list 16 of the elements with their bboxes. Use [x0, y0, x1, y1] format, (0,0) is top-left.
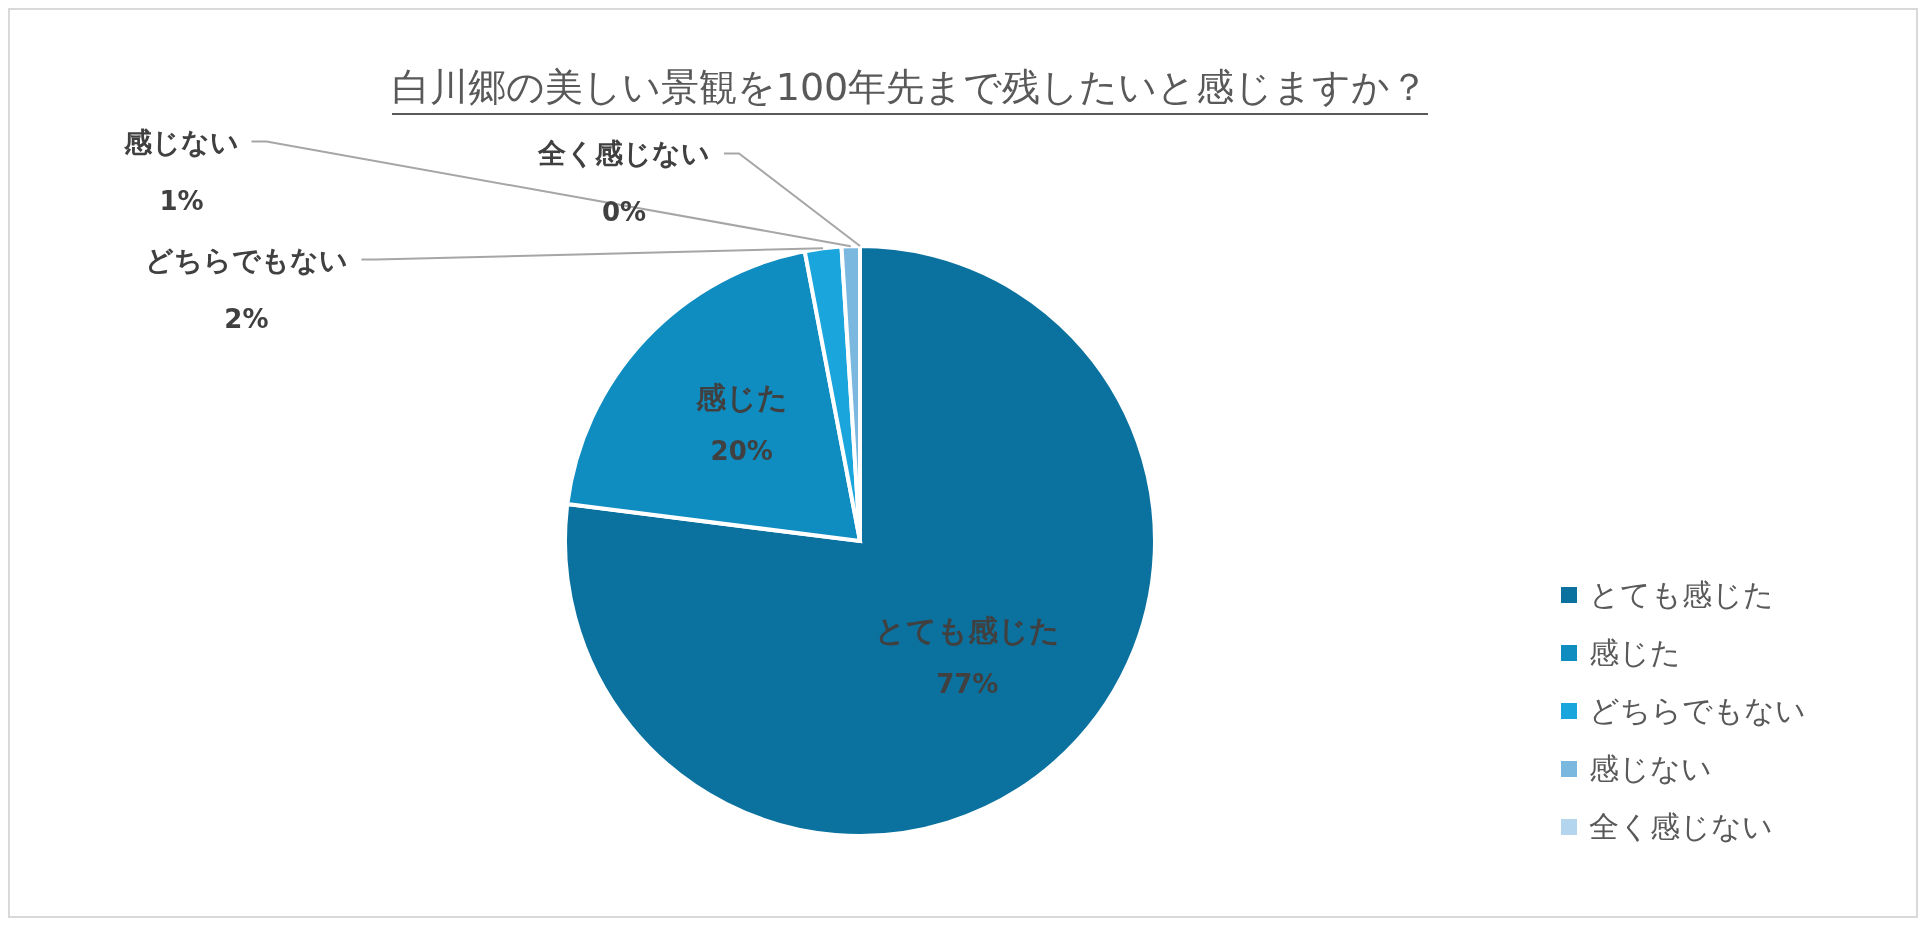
slice-label: とても感じた	[874, 612, 1060, 648]
text: 0%	[601, 197, 647, 228]
legend-label: とても感じた	[1589, 576, 1774, 614]
legend-label: 感じない	[1589, 750, 1712, 788]
legend-label: 全く感じない	[1589, 808, 1773, 846]
data-label: 2%	[224, 303, 269, 334]
slice-label: どちらでもない	[144, 243, 348, 277]
legend-label: どちらでもない	[1589, 692, 1806, 730]
data-label: 1%	[159, 185, 204, 216]
data-label: 77%	[936, 668, 999, 699]
category-label: 全く感じない	[538, 137, 710, 171]
slice-label: 感じない	[123, 125, 239, 159]
legend-label: 感じた	[1589, 634, 1681, 672]
slice-label: 感じた	[694, 379, 788, 415]
data-label: 20%	[710, 435, 773, 466]
chart-title: 白川郷の美しい景観を100年先まで残したいと感じますか？	[391, 65, 1429, 115]
